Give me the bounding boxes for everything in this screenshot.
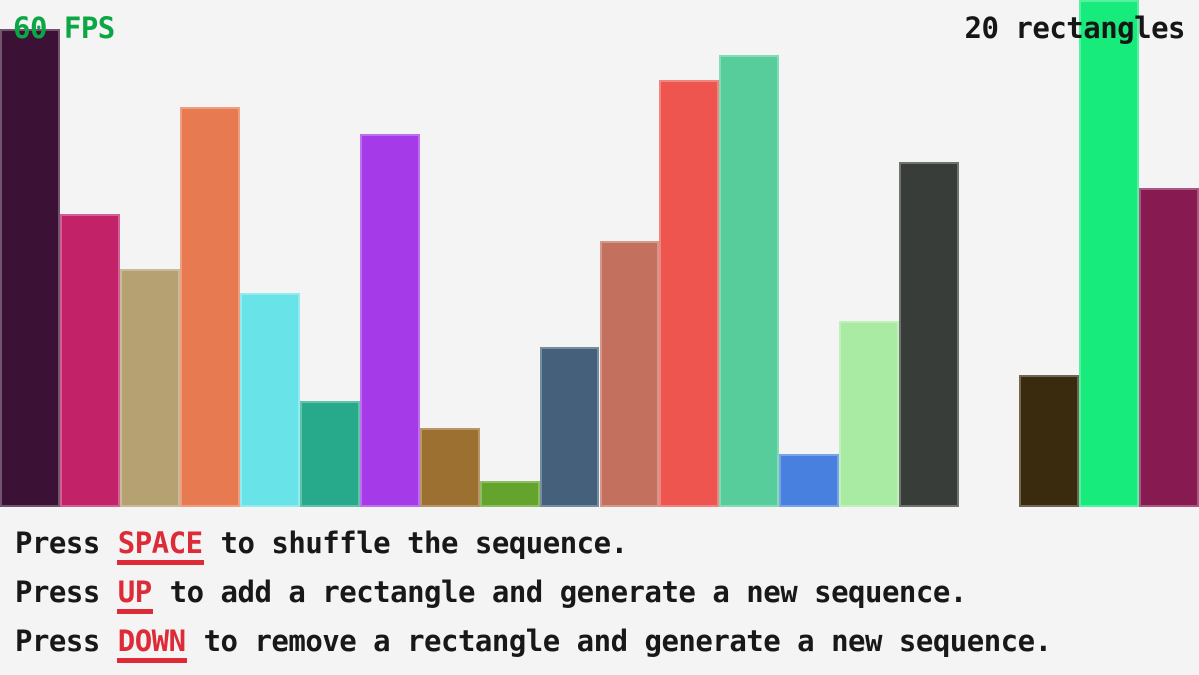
key-label-space: SPACE xyxy=(116,526,204,565)
instruction-shuffle: Press SPACE to shuffle the sequence. xyxy=(15,519,1052,568)
rectangle-bar xyxy=(899,162,960,507)
rectangle-bar xyxy=(179,107,240,507)
rectangle-bar xyxy=(479,481,540,507)
rectangle-sequence-canvas xyxy=(0,0,1199,507)
rectangle-bar xyxy=(239,293,300,507)
instruction-text: Press xyxy=(15,526,117,560)
instruction-text: to shuffle the sequence. xyxy=(203,526,629,560)
rectangle-bar xyxy=(659,80,720,507)
rectangle-bar xyxy=(539,347,600,507)
key-label-up: UP xyxy=(116,575,153,614)
rectangle-bar xyxy=(839,321,900,507)
rectangle-bar xyxy=(299,401,360,507)
fps-counter: 60 FPS xyxy=(13,11,115,45)
key-label-down: DOWN xyxy=(116,624,187,663)
instruction-text: Press xyxy=(15,624,117,658)
instruction-add: Press UP to add a rectangle and generate… xyxy=(15,568,1052,617)
rectangle-bar xyxy=(0,29,60,507)
rectangle-bar xyxy=(1019,375,1080,507)
instruction-text: to add a rectangle and generate a new se… xyxy=(152,575,968,609)
rectangle-bar xyxy=(779,454,840,507)
rectangle-bar xyxy=(599,241,660,507)
rectangle-bar xyxy=(59,214,120,507)
rectangle-bar xyxy=(1139,188,1199,507)
rectangle-bar xyxy=(359,134,420,507)
rectangle-bar xyxy=(119,269,180,507)
rectangle-bar xyxy=(719,55,780,507)
instructions-panel: Press SPACE to shuffle the sequence. Pre… xyxy=(15,519,1052,666)
instruction-remove: Press DOWN to remove a rectangle and gen… xyxy=(15,617,1052,666)
rectangle-bar xyxy=(419,428,480,507)
instruction-text: to remove a rectangle and generate a new… xyxy=(186,624,1052,658)
rectangle-count-label: 20 rectangles xyxy=(964,11,1186,45)
rectangle-bar xyxy=(1079,0,1140,507)
instruction-text: Press xyxy=(15,575,117,609)
